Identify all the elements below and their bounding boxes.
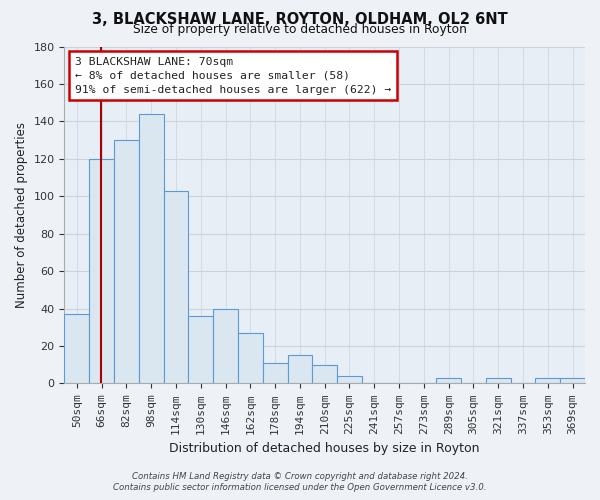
Y-axis label: Number of detached properties: Number of detached properties — [15, 122, 28, 308]
Bar — [287, 356, 313, 384]
Text: 3, BLACKSHAW LANE, ROYTON, OLDHAM, OL2 6NT: 3, BLACKSHAW LANE, ROYTON, OLDHAM, OL2 6… — [92, 12, 508, 28]
Bar — [164, 190, 188, 384]
Text: Contains HM Land Registry data © Crown copyright and database right 2024.
Contai: Contains HM Land Registry data © Crown c… — [113, 472, 487, 492]
Bar — [238, 333, 263, 384]
Bar — [188, 316, 213, 384]
Bar — [313, 364, 337, 384]
Bar — [89, 159, 114, 384]
Text: 3 BLACKSHAW LANE: 70sqm
← 8% of detached houses are smaller (58)
91% of semi-det: 3 BLACKSHAW LANE: 70sqm ← 8% of detached… — [75, 56, 391, 94]
Text: Size of property relative to detached houses in Royton: Size of property relative to detached ho… — [133, 22, 467, 36]
Bar — [535, 378, 560, 384]
Bar — [486, 378, 511, 384]
X-axis label: Distribution of detached houses by size in Royton: Distribution of detached houses by size … — [169, 442, 480, 455]
Bar — [263, 363, 287, 384]
Bar — [64, 314, 89, 384]
Bar — [436, 378, 461, 384]
Bar — [139, 114, 164, 384]
Bar — [560, 378, 585, 384]
Bar — [213, 308, 238, 384]
Bar — [114, 140, 139, 384]
Bar — [337, 376, 362, 384]
